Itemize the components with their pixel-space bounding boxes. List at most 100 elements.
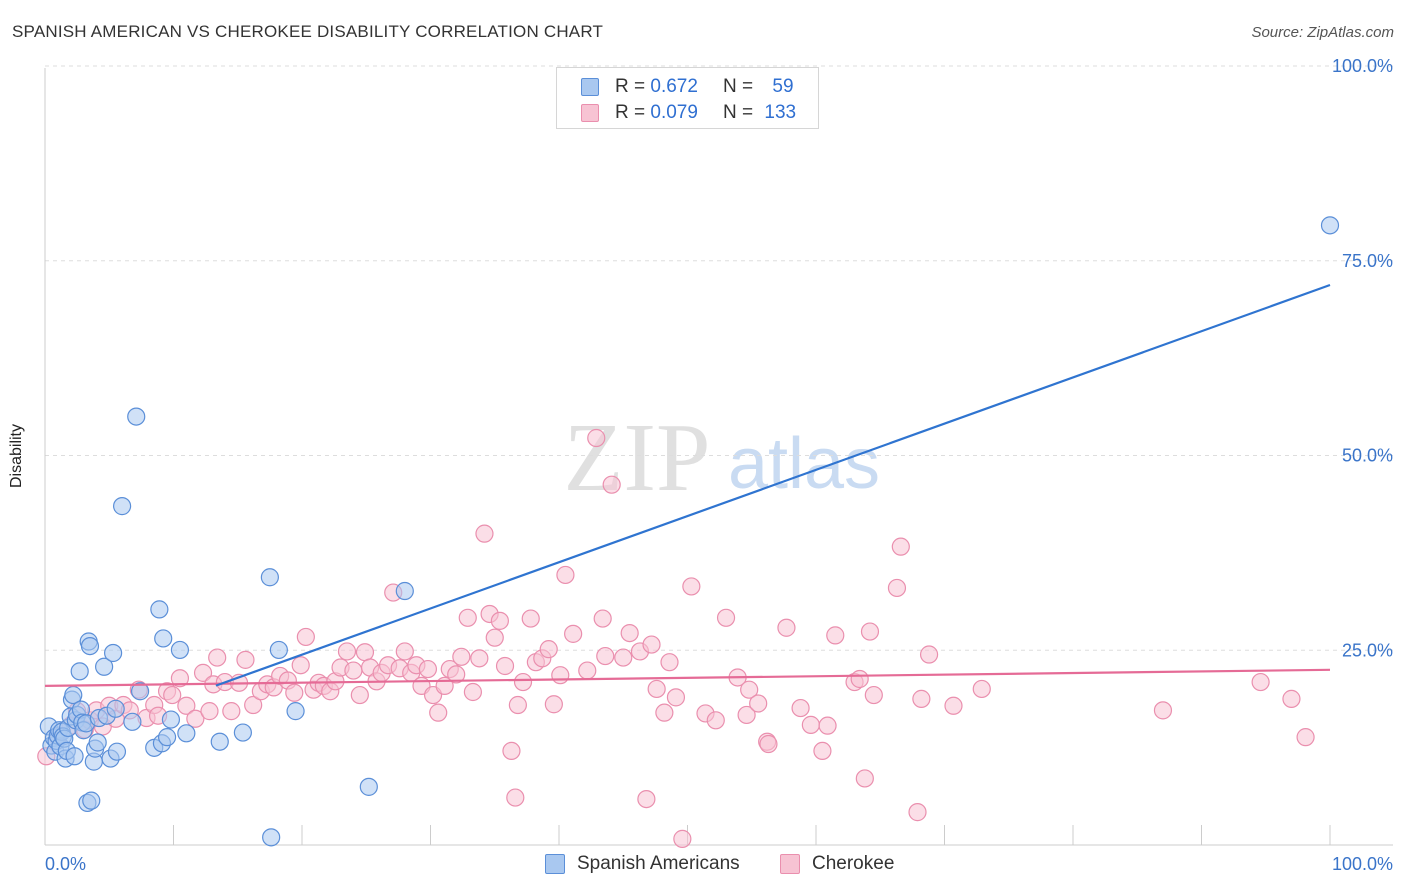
cherokee-point — [485, 628, 504, 647]
spanish-american-point — [123, 712, 142, 731]
cherokee-point — [642, 635, 661, 654]
cherokee-point — [706, 711, 725, 730]
spanish-american-point — [106, 699, 125, 718]
legend-item-spanish-americans[interactable]: Spanish Americans — [545, 852, 740, 876]
stats-row-cherokee: R = 0.079 N = 133 — [581, 101, 813, 125]
spanish-american-point — [170, 640, 190, 660]
stats-legend: R = 0.672 N = 59 R = 0.079 N = 133 — [556, 67, 819, 129]
cherokee-point — [673, 829, 692, 848]
chart-title: SPANISH AMERICAN VS CHEROKEE DISABILITY … — [12, 22, 604, 41]
x-tick-label: 100.0% — [1332, 854, 1393, 874]
r-value: 0.672 — [650, 76, 698, 97]
cherokee-point — [452, 647, 471, 666]
cherokee-point — [655, 703, 674, 722]
spanish-american-point — [130, 682, 150, 701]
tick-labels: 25.0% 50.0% 75.0% 100.0% 0.0% 100.0% — [45, 56, 1393, 874]
y-tick-label: 75.0% — [1342, 251, 1393, 271]
cherokee-point — [355, 643, 375, 662]
cherokee-point — [1282, 689, 1301, 708]
grid — [45, 65, 1393, 651]
cherokee-trend-line — [44, 668, 1331, 687]
cherokee-point — [587, 428, 606, 448]
cherokee-point — [463, 682, 483, 702]
cherokee-point — [502, 741, 521, 761]
spanish-american-trend-line — [215, 283, 1331, 687]
cherokee-point — [602, 475, 621, 494]
cherokee-point — [200, 702, 219, 721]
spanish-american-point — [269, 640, 288, 660]
cherokee-point — [1153, 701, 1173, 720]
spanish-american-point — [1320, 216, 1340, 235]
y-tick-label: 100.0% — [1332, 56, 1393, 76]
cherokee-point — [564, 624, 583, 643]
cherokee-point — [551, 666, 570, 685]
r-value: 0.079 — [650, 102, 698, 123]
cherokee-point — [759, 734, 778, 754]
spanish-american-point — [157, 728, 177, 747]
cherokee-point — [855, 769, 874, 788]
cherokee-point — [495, 656, 515, 676]
cherokee-point — [208, 648, 227, 667]
cherokee-point — [887, 578, 907, 598]
spanish-american-point — [127, 407, 146, 426]
cherokee-point — [660, 653, 679, 672]
legend-label-cherokee: Cherokee — [812, 853, 895, 874]
spanish-american-point — [150, 600, 169, 619]
cherokee-point — [666, 688, 686, 707]
cherokee-point — [593, 609, 612, 628]
spanish-american-point — [104, 643, 123, 663]
n-label: N = — [723, 102, 754, 123]
cherokee-point — [470, 649, 489, 668]
cherokee-point — [475, 524, 494, 543]
y-tick-label: 25.0% — [1342, 640, 1393, 660]
cherokee-point — [912, 689, 931, 708]
cherokee-point — [891, 537, 910, 556]
spanish-americans-legend-swatch — [545, 854, 565, 874]
n-label: N = — [723, 76, 754, 97]
cherokee-point — [296, 627, 315, 647]
r-label: R = — [615, 102, 646, 123]
spanish-american-point — [359, 777, 378, 796]
cherokee-point — [291, 656, 310, 675]
cherokee-point — [864, 685, 883, 705]
cherokee-point — [801, 715, 820, 734]
spanish-american-point — [154, 629, 173, 648]
cherokee-point — [513, 672, 533, 692]
cherokee-point — [222, 702, 241, 721]
cherokee-point — [285, 683, 304, 702]
cherokee-point — [539, 640, 558, 659]
spanish-american-point — [161, 710, 181, 729]
watermark: ZIP atlas — [564, 404, 881, 512]
cherokee-point — [395, 642, 414, 661]
cherokee-point — [919, 645, 939, 664]
cherokee-point — [777, 618, 796, 637]
spanish-american-point — [80, 636, 100, 656]
cherokee-point — [458, 608, 477, 627]
cherokee-point — [337, 642, 357, 661]
spanish-american-point — [65, 747, 84, 766]
legend-item-cherokee[interactable]: Cherokee — [780, 852, 894, 876]
legend-label-spanish-americans: Spanish Americans — [577, 853, 740, 874]
spanish-american-point — [82, 791, 101, 810]
cherokee-point — [596, 646, 615, 666]
watermark-zip: ZIP — [564, 404, 711, 512]
spanish-american-point — [177, 724, 196, 743]
spanish-american-point — [95, 657, 114, 676]
x-tick-label: 0.0% — [45, 854, 86, 874]
spanish-american-point — [395, 581, 414, 601]
cherokee-point — [521, 609, 540, 628]
n-value: 133 — [764, 102, 797, 123]
cherokee-points — [37, 428, 1315, 848]
spanish-americans-swatch — [581, 78, 599, 96]
cherokee-point — [716, 608, 736, 627]
stats-row-spanish-americans: R = 0.672 N = 59 — [581, 75, 813, 99]
cherokee-point — [614, 648, 633, 667]
cherokee-point — [749, 694, 768, 713]
cherokee-point — [972, 679, 991, 699]
cherokee-point — [506, 788, 525, 807]
spanish-american-point — [70, 662, 89, 681]
cherokee-point — [791, 698, 810, 718]
cherokee-point — [163, 685, 182, 705]
watermark-atlas: atlas — [728, 424, 880, 504]
cherokee-point — [177, 696, 196, 715]
